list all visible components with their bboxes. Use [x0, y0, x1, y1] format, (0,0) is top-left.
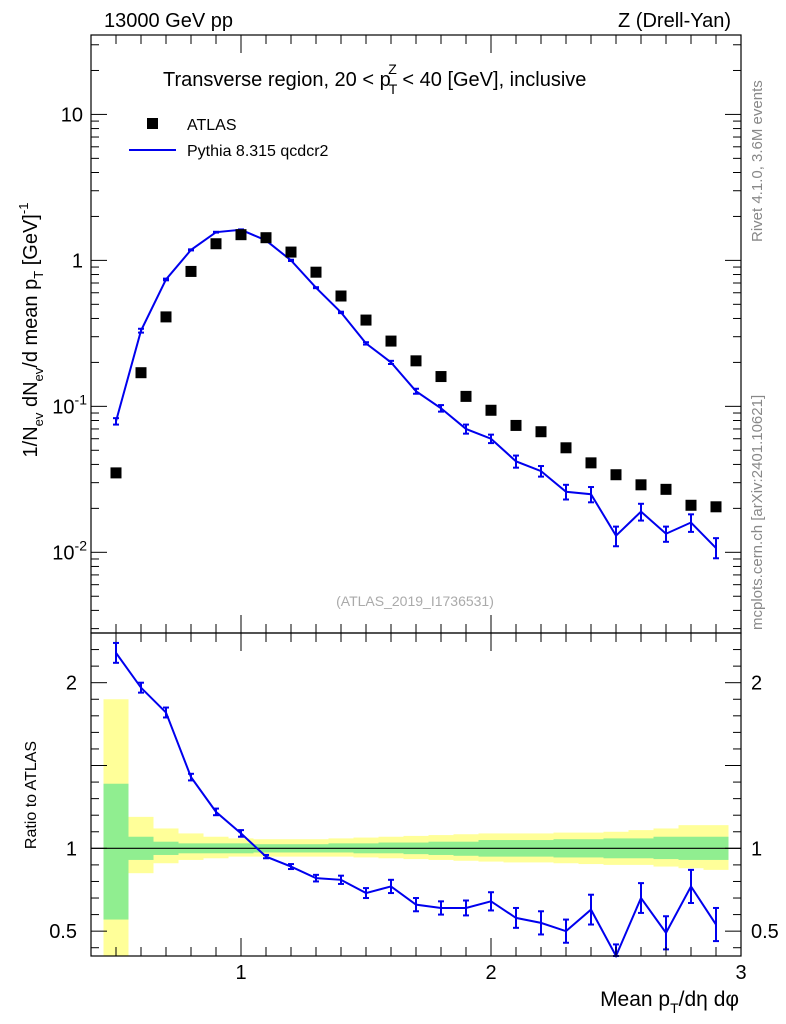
ratio-y-tick-label-right: 2 — [751, 673, 762, 695]
title-sup: Z — [388, 61, 397, 77]
atlas-data-point — [285, 246, 297, 258]
ratio-y-tick-label-right: 1 — [751, 838, 762, 860]
atlas-data-point — [260, 232, 272, 244]
ylabel-a-sub: ev — [31, 412, 46, 426]
atlas-data-point — [560, 442, 572, 454]
title-post: < 40 [GeV], inclusive — [397, 69, 587, 91]
atlas-data-point — [660, 483, 672, 495]
ratio-series-group — [113, 641, 719, 959]
x-axis-label: Mean pT/dη dφ — [600, 988, 739, 1016]
main-markers-group — [110, 229, 722, 513]
legend: ATLAS Pythia 8.315 qcdcr2 — [129, 117, 329, 160]
title-pre: Transverse region, 20 < p — [163, 69, 391, 91]
tick-exponent: -1 — [75, 391, 88, 407]
legend-atlas-marker — [147, 118, 158, 129]
atlas-data-point — [110, 467, 122, 479]
ratio-bands-group — [103, 699, 729, 956]
main-series-group — [113, 228, 719, 560]
main-title: Transverse region, 20 < pTZ < 40 [GeV], … — [163, 61, 586, 97]
ylabel-b: dN — [20, 381, 42, 412]
tick-base: 10 — [61, 104, 83, 126]
ylabel-d: [GeV] — [20, 214, 42, 271]
mcplots-reference-label: mcplots.cern.ch [arXiv:2401.10621] — [749, 395, 766, 630]
ylabel-d-sup: -1 — [16, 203, 31, 215]
atlas-data-point — [310, 266, 322, 278]
atlas-data-point — [610, 469, 622, 481]
main-y-tick-label: 1 — [72, 250, 83, 272]
atlas-data-point — [210, 238, 222, 250]
rivet-version-label: Rivet 4.1.0, 3.6M events — [749, 80, 766, 242]
ylabel-a: 1/N — [20, 426, 42, 457]
ylabel-b-sub: ev — [31, 367, 46, 381]
main-y-tick-label: 10-1 — [52, 391, 87, 418]
atlas-data-point — [385, 335, 397, 347]
main-y-tick-label: 10 — [61, 104, 83, 126]
atlas-data-point — [410, 355, 422, 367]
ratio-y-tick-label-right: 0.5 — [751, 921, 779, 943]
ratio-plot-frame — [90, 632, 742, 957]
tick-base: 10 — [52, 396, 74, 418]
ylabel-c-sub: T — [31, 271, 46, 279]
ylabel-c: /d mean p — [20, 279, 42, 368]
atlas-data-point — [335, 290, 347, 302]
atlas-data-point — [160, 311, 172, 323]
atlas-data-point — [635, 479, 647, 491]
x-tick-label: 2 — [485, 962, 496, 984]
atlas-data-point — [435, 371, 447, 383]
atlas-data-point — [510, 419, 522, 431]
ratio-y-tick-label: 1 — [66, 838, 77, 860]
x-tick-label: 3 — [735, 962, 746, 984]
atlas-data-point — [710, 501, 722, 513]
tick-exponent: -2 — [75, 537, 88, 553]
atlas-data-point — [460, 390, 472, 402]
atlas-data-point — [585, 457, 597, 469]
legend-atlas-label: ATLAS — [187, 117, 237, 134]
legend-pythia-label: Pythia 8.315 qcdcr2 — [187, 143, 329, 160]
atlas-data-point — [485, 404, 497, 416]
ratio-axis-ticks: 0.5 0.5 1 1 2 2 1 2 3 — [49, 633, 779, 984]
xlabel-a-sub: T — [670, 1000, 679, 1016]
xlabel-b: /dη dφ — [679, 988, 739, 1011]
xlabel-a: Mean p — [600, 988, 670, 1011]
tick-base: 10 — [52, 542, 74, 564]
ratio-y-axis-label: Ratio to ATLAS — [23, 741, 40, 849]
ratio-y-tick-label: 0.5 — [49, 921, 77, 943]
tick-base: 1 — [72, 250, 83, 272]
atlas-data-point — [235, 229, 247, 241]
atlas-data-point — [535, 426, 547, 438]
header-right-text: Z (Drell-Yan) — [618, 10, 731, 32]
atlas-data-point — [360, 314, 372, 326]
main-y-tick-label: 10-2 — [52, 537, 87, 564]
ratio-panel: 0.5 0.5 1 1 2 2 1 2 3 Ratio to ATLAS Mean pT/dη … — [23, 632, 779, 1016]
analysis-watermark: (ATLAS_2019_I1736531) — [336, 593, 494, 609]
atlas-data-point — [185, 265, 197, 277]
x-tick-label: 1 — [235, 962, 246, 984]
atlas-data-point — [685, 499, 697, 511]
main-y-axis-label: 1/Nev dNev/d mean pT [GeV]-1 — [16, 203, 46, 458]
atlas-data-point — [135, 367, 147, 379]
ratio-y-tick-label: 2 — [66, 673, 77, 695]
header-left-text: 13000 GeV pp — [104, 10, 233, 32]
stat-uncertainty-band — [103, 783, 129, 920]
title-sub: T — [389, 81, 398, 97]
